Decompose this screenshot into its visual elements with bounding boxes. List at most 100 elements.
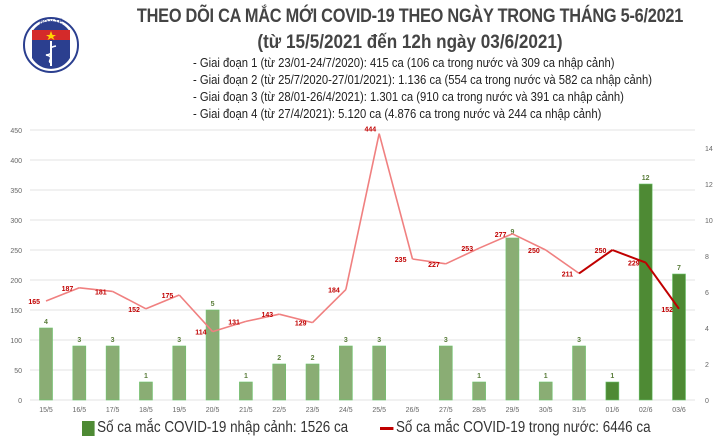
right-axis-tick: 6 bbox=[705, 290, 709, 297]
bar bbox=[205, 309, 220, 401]
x-axis-tick: 23/5 bbox=[306, 407, 320, 414]
line-data-label: 250 bbox=[528, 248, 540, 255]
left-axis-tick: 150 bbox=[10, 308, 22, 315]
left-axis-tick: 100 bbox=[10, 338, 22, 345]
bar-data-label: 1 bbox=[610, 373, 614, 380]
bar bbox=[672, 273, 686, 401]
logo-text: BỘ Y TẾ bbox=[39, 19, 62, 26]
line-data-label: 277 bbox=[495, 232, 507, 239]
bar-data-label: 7 bbox=[677, 265, 681, 272]
line-segment bbox=[644, 262, 680, 310]
line-data-label: 143 bbox=[262, 312, 274, 319]
bar bbox=[139, 381, 153, 401]
right-axis-tick: 12 bbox=[705, 182, 713, 189]
line-segment bbox=[245, 313, 280, 323]
bar bbox=[472, 381, 486, 401]
left-axis-tick: 300 bbox=[10, 218, 22, 225]
bar bbox=[239, 381, 253, 401]
x-axis-tick: 28/5 bbox=[472, 407, 486, 414]
left-axis-tick: 400 bbox=[10, 158, 22, 165]
x-axis-tick: 02/6 bbox=[639, 407, 653, 414]
bar-data-label: 3 bbox=[177, 337, 181, 344]
x-axis-tick: 30/5 bbox=[539, 407, 553, 414]
x-axis-tick: 19/5 bbox=[172, 407, 186, 414]
left-axis-tick: 0 bbox=[18, 398, 22, 405]
bar bbox=[505, 237, 520, 401]
line-segment bbox=[545, 249, 580, 275]
legend-line-swatch bbox=[380, 426, 394, 430]
right-axis-tick: 4 bbox=[705, 326, 709, 333]
stage-1-text: - Giai đoạn 1 (từ 23/01-24/7/2020): 415 … bbox=[193, 56, 615, 70]
legend-line: Số ca mắc COVID-19 trong nước: 6446 ca bbox=[380, 419, 651, 437]
bar-data-label: 3 bbox=[77, 337, 81, 344]
line-segment bbox=[45, 287, 80, 302]
line-data-label: 235 bbox=[395, 257, 407, 264]
line-data-label: 253 bbox=[461, 246, 473, 253]
stage-3-text: - Giai đoạn 3 (từ 28/01-26/4/2021): 1.30… bbox=[193, 90, 624, 104]
x-axis-tick: 16/5 bbox=[73, 407, 87, 414]
bar-data-label: 3 bbox=[111, 337, 115, 344]
line-segment bbox=[612, 249, 647, 264]
left-axis-tick: 250 bbox=[10, 248, 22, 255]
x-axis-tick: 18/5 bbox=[139, 407, 153, 414]
x-axis-tick: 31/5 bbox=[572, 407, 586, 414]
bar bbox=[305, 363, 320, 401]
bar-data-label: 3 bbox=[444, 337, 448, 344]
bar-data-label: 3 bbox=[377, 337, 381, 344]
line-segment bbox=[378, 133, 414, 260]
bar-data-label: 1 bbox=[477, 373, 481, 380]
bar-data-label: 1 bbox=[544, 373, 548, 380]
x-axis-tick: 03/6 bbox=[672, 407, 686, 414]
line-data-label: 114 bbox=[195, 330, 206, 337]
right-axis-tick: 0 bbox=[705, 398, 709, 405]
line-segment bbox=[79, 287, 113, 293]
line-data-label: 131 bbox=[228, 319, 240, 326]
page-title: THEO DÕI CA MẮC MỚI COVID-19 THEO NGÀY T… bbox=[136, 6, 684, 27]
bar-data-label: 1 bbox=[244, 373, 248, 380]
ministry-of-health-logo: BỘ Y TẾ bbox=[23, 17, 79, 73]
bar bbox=[105, 345, 120, 401]
line-segment bbox=[512, 233, 547, 251]
x-axis-tick: 01/6 bbox=[606, 407, 620, 414]
line-data-label: 211 bbox=[562, 271, 573, 278]
line-data-label: 444 bbox=[364, 127, 376, 134]
bar bbox=[339, 345, 353, 401]
bar bbox=[72, 345, 87, 401]
page-subtitle: (từ 15/5/2021 đến 12h ngày 03/6/2021) bbox=[257, 32, 563, 53]
x-axis-tick: 29/5 bbox=[506, 407, 520, 414]
legend-bar: Số ca mắc COVID-19 nhập cảnh: 1526 ca bbox=[82, 419, 348, 437]
right-axis-tick: 14 bbox=[705, 146, 713, 153]
line-data-label: 152 bbox=[661, 307, 673, 314]
line-segment bbox=[279, 313, 313, 324]
right-axis-tick: 10 bbox=[705, 218, 713, 225]
line-data-label: 229 bbox=[628, 261, 640, 268]
bar-data-label: 2 bbox=[277, 355, 281, 362]
bar bbox=[638, 183, 653, 401]
left-axis-tick: 200 bbox=[10, 278, 22, 285]
bar bbox=[172, 345, 187, 401]
line-segment bbox=[112, 290, 147, 310]
stage-4-text: - Giai đoạn 4 (từ 27/4/2021): 5.120 ca (… bbox=[193, 107, 602, 121]
bar bbox=[605, 381, 620, 401]
line-segment bbox=[178, 294, 214, 333]
right-axis-tick: 2 bbox=[705, 362, 709, 369]
bar bbox=[272, 363, 287, 401]
line-segment bbox=[345, 133, 380, 290]
line-data-label: 187 bbox=[62, 286, 74, 293]
x-axis-tick: 24/5 bbox=[339, 407, 353, 414]
bar bbox=[39, 327, 53, 401]
line-data-label: 175 bbox=[162, 293, 174, 300]
line-data-label: 152 bbox=[128, 307, 140, 314]
line-segment bbox=[311, 289, 347, 324]
line-data-label: 250 bbox=[595, 248, 607, 255]
stage-2-text: - Giai đoạn 2 (từ 25/7/2020-27/01/2021):… bbox=[193, 73, 652, 87]
bar-data-label: 12 bbox=[642, 175, 650, 182]
bar-data-label: 3 bbox=[577, 337, 581, 344]
right-axis-tick: 8 bbox=[705, 254, 709, 261]
line-data-label: 227 bbox=[428, 262, 440, 269]
left-axis-tick: 450 bbox=[10, 128, 22, 135]
bar bbox=[538, 381, 553, 401]
line-segment bbox=[578, 249, 613, 275]
line-data-label: 165 bbox=[28, 299, 40, 306]
